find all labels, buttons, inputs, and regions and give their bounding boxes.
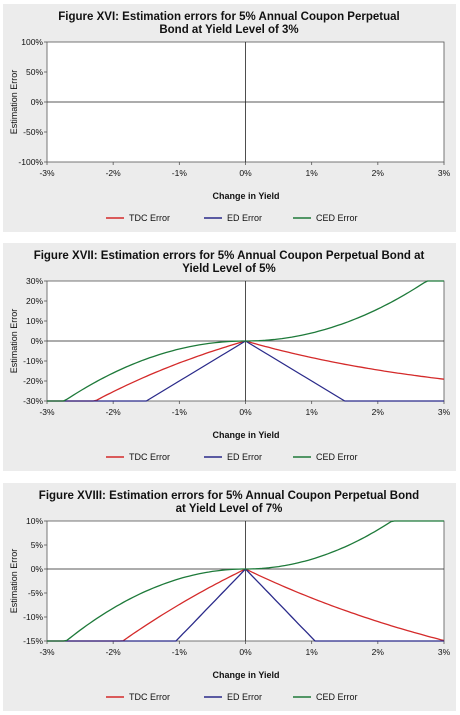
legend-label: ED Error: [227, 692, 262, 702]
y-tick-label: -100%: [18, 157, 43, 167]
chart-title-line: at Yield Level of 7%: [176, 503, 283, 515]
y-tick-label: 0%: [31, 564, 44, 574]
y-tick-label: 10%: [26, 316, 43, 326]
y-tick-label: 0%: [31, 97, 44, 107]
y-tick-label: -50%: [23, 127, 43, 137]
x-tick-label: -1%: [172, 647, 188, 657]
chart-svg-3: Figure XVIII: Estimation errors for 5% A…: [9, 490, 451, 702]
x-tick-label: -2%: [106, 407, 122, 417]
x-tick-label: -2%: [106, 647, 122, 657]
y-tick-label: 10%: [26, 516, 43, 526]
legend-label: TDC Error: [129, 692, 170, 702]
chart-title-line: Figure XVI: Estimation errors for 5% Ann…: [58, 11, 399, 23]
chart-svg-2: Figure XVII: Estimation errors for 5% An…: [9, 250, 451, 462]
x-tick-label: -3%: [39, 647, 55, 657]
y-tick-label: 20%: [26, 296, 43, 306]
y-tick-label: 5%: [31, 540, 44, 550]
chart-title-line: Yield Level of 5%: [182, 263, 276, 275]
chart-title: Figure XVIII: Estimation errors for 5% A…: [39, 490, 419, 515]
x-tick-label: 3%: [438, 647, 451, 657]
y-axis-label: Estimation Error: [9, 309, 19, 374]
x-axis-label: Change in Yield: [212, 430, 279, 440]
chart-title: Figure XVII: Estimation errors for 5% An…: [34, 250, 425, 275]
y-tick-label: 50%: [26, 67, 43, 77]
x-tick-label: -2%: [106, 168, 122, 178]
x-tick-label: 0%: [239, 647, 252, 657]
x-tick-label: -1%: [172, 407, 188, 417]
x-tick-label: 0%: [239, 168, 252, 178]
x-tick-label: 1%: [306, 647, 319, 657]
y-axis-label: Estimation Error: [9, 70, 19, 135]
x-tick-label: 3%: [438, 407, 451, 417]
chart-panel-3: Figure XVIII: Estimation errors for 5% A…: [3, 483, 456, 711]
x-tick-label: -3%: [39, 168, 55, 178]
chart-title: Figure XVI: Estimation errors for 5% Ann…: [58, 11, 399, 36]
chart-title-line: Figure XVII: Estimation errors for 5% An…: [34, 250, 425, 262]
y-tick-label: 30%: [26, 276, 43, 286]
x-tick-label: -3%: [39, 407, 55, 417]
x-axis-label: Change in Yield: [212, 670, 279, 680]
x-tick-label: 0%: [239, 407, 252, 417]
chart-title-line: Bond at Yield Level of 3%: [159, 24, 298, 36]
x-tick-label: 2%: [372, 647, 385, 657]
x-tick-label: 2%: [372, 168, 385, 178]
series-line-ced-error: [47, 520, 444, 642]
y-tick-label: -30%: [23, 396, 43, 406]
chart-title-line: Figure XVIII: Estimation errors for 5% A…: [39, 490, 419, 502]
chart-panel-2: Figure XVII: Estimation errors for 5% An…: [3, 243, 456, 471]
legend-label: CED Error: [316, 452, 358, 462]
legend-label: TDC Error: [129, 213, 170, 223]
legend-label: ED Error: [227, 452, 262, 462]
x-tick-label: 2%: [372, 407, 385, 417]
y-tick-label: -15%: [23, 636, 43, 646]
legend-label: CED Error: [316, 692, 358, 702]
x-tick-label: 1%: [306, 168, 319, 178]
y-tick-label: -10%: [23, 356, 43, 366]
y-tick-label: -10%: [23, 612, 43, 622]
x-tick-label: 1%: [306, 407, 319, 417]
chart-panel-1: Figure XVI: Estimation errors for 5% Ann…: [3, 4, 456, 232]
y-tick-label: -20%: [23, 376, 43, 386]
y-tick-label: -5%: [28, 588, 44, 598]
legend-label: TDC Error: [129, 452, 170, 462]
x-tick-label: -1%: [172, 168, 188, 178]
x-axis-label: Change in Yield: [212, 191, 279, 201]
x-tick-label: 3%: [438, 168, 451, 178]
legend-label: ED Error: [227, 213, 262, 223]
series-line-ced-error: [47, 280, 444, 402]
y-tick-label: 100%: [21, 37, 43, 47]
legend-label: CED Error: [316, 213, 358, 223]
chart-svg-1: Figure XVI: Estimation errors for 5% Ann…: [9, 11, 451, 223]
y-tick-label: 0%: [31, 336, 44, 346]
y-axis-label: Estimation Error: [9, 549, 19, 614]
